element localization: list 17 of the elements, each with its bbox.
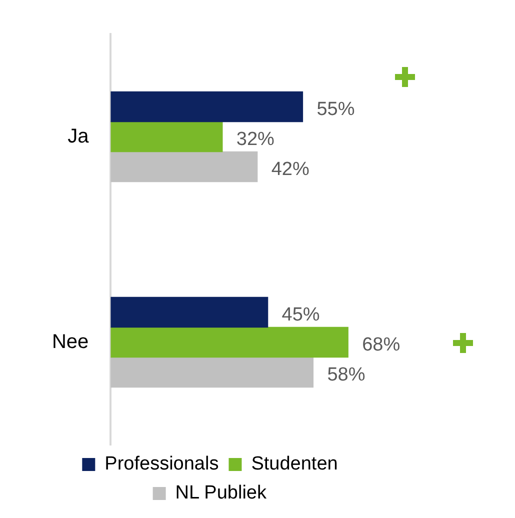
bar <box>110 326 348 358</box>
data-label: 32% <box>236 128 275 150</box>
bar <box>110 296 268 328</box>
y-tick-label: Nee <box>52 330 89 353</box>
bar <box>110 121 223 152</box>
bar <box>110 91 304 122</box>
y-tick-label: Ja <box>68 125 90 148</box>
bar <box>110 151 258 182</box>
data-label: 45% <box>282 304 320 326</box>
legend-label: Studenten <box>251 454 338 475</box>
legend-label: Professionals <box>104 454 219 475</box>
bar <box>110 356 314 388</box>
legend-label: NL Publiek <box>175 482 267 504</box>
data-label: 68% <box>362 334 400 356</box>
data-label: 42% <box>271 158 310 180</box>
data-label: 58% <box>327 364 366 386</box>
data-label: 55% <box>316 98 355 120</box>
